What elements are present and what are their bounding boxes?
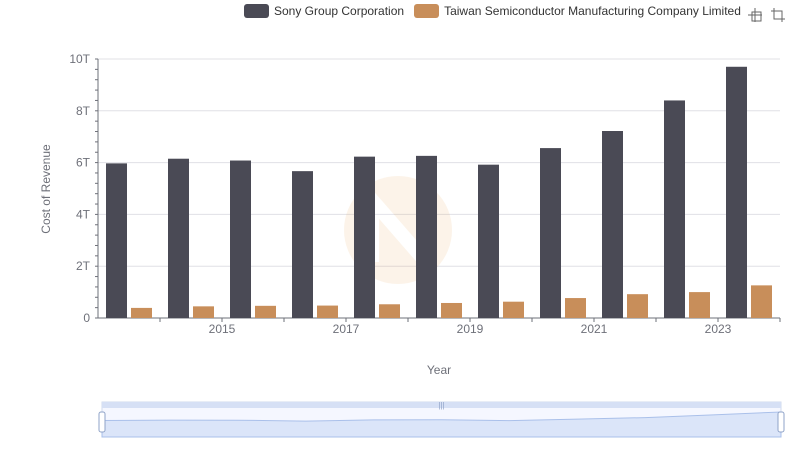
bar-sony: [726, 66, 747, 319]
x-tick-label: 2017: [333, 322, 360, 336]
bar-sony: [416, 155, 437, 318]
bar-sony: [292, 171, 313, 318]
zoom-selection-bar: [102, 402, 781, 408]
y-tick-label: 10T: [69, 52, 90, 66]
bar-sony: [478, 164, 499, 318]
bar-tsmc: [131, 307, 152, 318]
restore-icon[interactable]: [770, 7, 786, 23]
bar-tsmc: [751, 285, 772, 318]
bar-tsmc: [441, 302, 462, 318]
bar-sony: [168, 158, 189, 318]
toolbox: [747, 7, 793, 23]
y-tick-label: 4T: [76, 207, 91, 221]
legend: Sony Group Corporation Taiwan Semiconduc…: [244, 4, 751, 18]
x-tick-label: 2023: [705, 322, 732, 336]
zoom-handle-right[interactable]: [777, 411, 785, 433]
y-tick-label: 8T: [76, 104, 91, 118]
bar-sony: [354, 156, 375, 318]
bar-sony: [540, 148, 561, 318]
bar-sony: [106, 163, 127, 318]
legend-item-tsmc[interactable]: Taiwan Semiconductor Manufacturing Compa…: [414, 4, 741, 18]
x-tick-label: 2021: [581, 322, 608, 336]
bars: [106, 66, 772, 319]
legend-label-sony: Sony Group Corporation: [274, 4, 405, 18]
x-tick-label: 2019: [457, 322, 484, 336]
legend-swatch-sony: [244, 4, 269, 18]
zoom-icon[interactable]: [747, 7, 763, 23]
bar-sony: [230, 160, 251, 318]
x-tick-label: 2015: [209, 322, 236, 336]
bar-tsmc: [627, 294, 648, 318]
x-axis-title: Year: [426, 363, 452, 377]
bar-tsmc: [503, 301, 524, 318]
y-tick-label: 6T: [76, 156, 91, 170]
bar-tsmc: [565, 298, 586, 318]
y-axis-title: Cost of Revenue: [39, 144, 53, 234]
bar-tsmc: [255, 305, 276, 318]
bar-sony: [602, 131, 623, 318]
x-axis: 2015 2017 2019 2021 2023: [98, 317, 781, 336]
zoom-grip-icon: |||: [438, 401, 444, 410]
zoom-overview-area: [101, 411, 782, 438]
legend-swatch-tsmc: [414, 4, 440, 18]
bar-tsmc: [193, 306, 214, 318]
y-tick-label: 0: [83, 311, 90, 325]
bar-sony: [664, 100, 685, 318]
zoom-handle-left[interactable]: [98, 411, 106, 433]
bar-tsmc: [689, 292, 710, 318]
y-tick-label: 2T: [76, 259, 91, 273]
bar-tsmc: [379, 304, 400, 318]
bar-tsmc: [317, 305, 338, 318]
legend-item-sony[interactable]: Sony Group Corporation: [244, 4, 404, 18]
y-axis: 0 2T 4T 6T 8T 10T: [69, 52, 99, 325]
legend-label-tsmc: Taiwan Semiconductor Manufacturing Compa…: [444, 4, 741, 18]
data-zoom-slider[interactable]: |||: [98, 401, 785, 438]
